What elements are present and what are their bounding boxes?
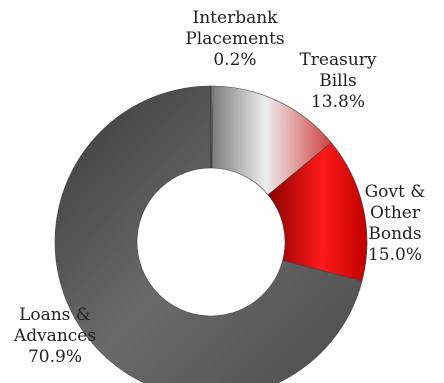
slice-label-line: Other	[370, 203, 420, 223]
slice-label-line: Treasury	[299, 50, 377, 70]
slice-loans-advances	[54, 85, 363, 383]
slice-label-line: Interbank	[192, 8, 278, 28]
slice-govt-other-bonds	[267, 142, 368, 282]
slice-label-line: Bonds	[368, 224, 422, 244]
slice-label-value: 70.9%	[27, 347, 82, 367]
slice-label-govt-bonds: Govt & Other Bonds 15.0%	[352, 182, 438, 266]
slice-label-line: Placements	[185, 29, 285, 49]
slice-label-line: Loans &	[19, 305, 91, 325]
slice-treasury-bills	[211, 85, 332, 196]
slice-label-line: Advances	[13, 326, 97, 346]
slice-label-line: Govt &	[364, 182, 426, 202]
slice-label-treasury-bills: Treasury Bills 13.8%	[288, 50, 388, 113]
slice-label-loans: Loans & Advances 70.9%	[0, 305, 110, 368]
slice-label-line: Bills	[319, 71, 357, 91]
slice-label-value: 0.2%	[213, 50, 257, 70]
slice-label-value: 15.0%	[367, 245, 422, 265]
slice-label-value: 13.8%	[310, 92, 365, 112]
slice-label-interbank: Interbank Placements 0.2%	[160, 8, 310, 71]
